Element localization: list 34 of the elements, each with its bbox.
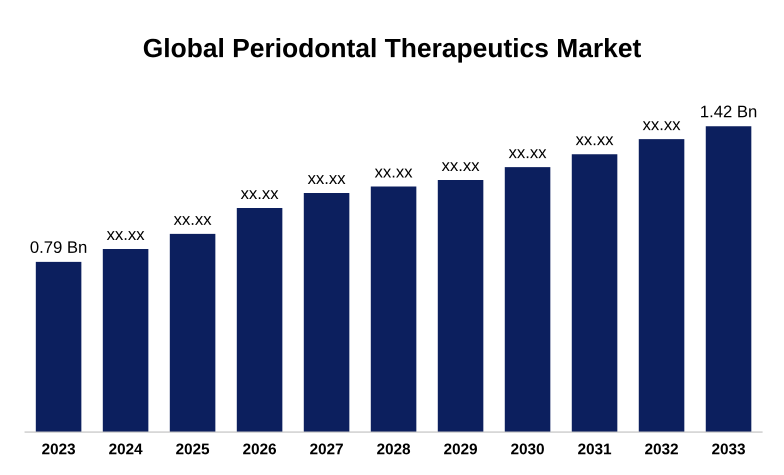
- bar: [438, 180, 484, 432]
- x-tick-label: 2024: [109, 444, 142, 454]
- bar: [572, 154, 618, 432]
- x-tick-label: 2025: [176, 444, 210, 454]
- x-tick-label: 2030: [511, 444, 544, 454]
- bar: [36, 262, 82, 432]
- x-tick-label: 2029: [444, 444, 477, 454]
- bar: [504, 167, 550, 432]
- data-label: xx.xx: [576, 136, 614, 146]
- data-label: 0.79 Bn: [30, 241, 86, 254]
- data-label: 1.42 Bn: [701, 106, 756, 118]
- data-label: xx.xx: [642, 121, 680, 130]
- data-label: xx.xx: [240, 190, 278, 200]
- x-tick-label: 2026: [243, 444, 276, 454]
- bar: [304, 192, 350, 432]
- data-label: xx.xx: [174, 216, 212, 225]
- data-label: xx.xx: [106, 231, 144, 240]
- x-tick-label: 2028: [377, 444, 410, 454]
- bar: [638, 139, 684, 432]
- bar: [102, 248, 148, 432]
- data-label: xx.xx: [508, 149, 546, 158]
- data-label: xx.xx: [308, 175, 346, 184]
- data-label: xx.xx: [374, 168, 412, 178]
- bar: [170, 234, 216, 432]
- x-tick-label: 2023: [42, 444, 76, 454]
- x-tick-label: 2033: [712, 444, 745, 454]
- x-tick-label: 2032: [645, 444, 678, 454]
- bar: [706, 126, 752, 432]
- bar: [236, 208, 282, 432]
- x-tick-label: 2027: [310, 444, 343, 454]
- data-label: xx.xx: [442, 162, 480, 172]
- x-tick-label: 2031: [578, 444, 612, 454]
- bar: [370, 186, 416, 432]
- chart-title: Global Periodontal Therapeutics Market: [144, 38, 641, 63]
